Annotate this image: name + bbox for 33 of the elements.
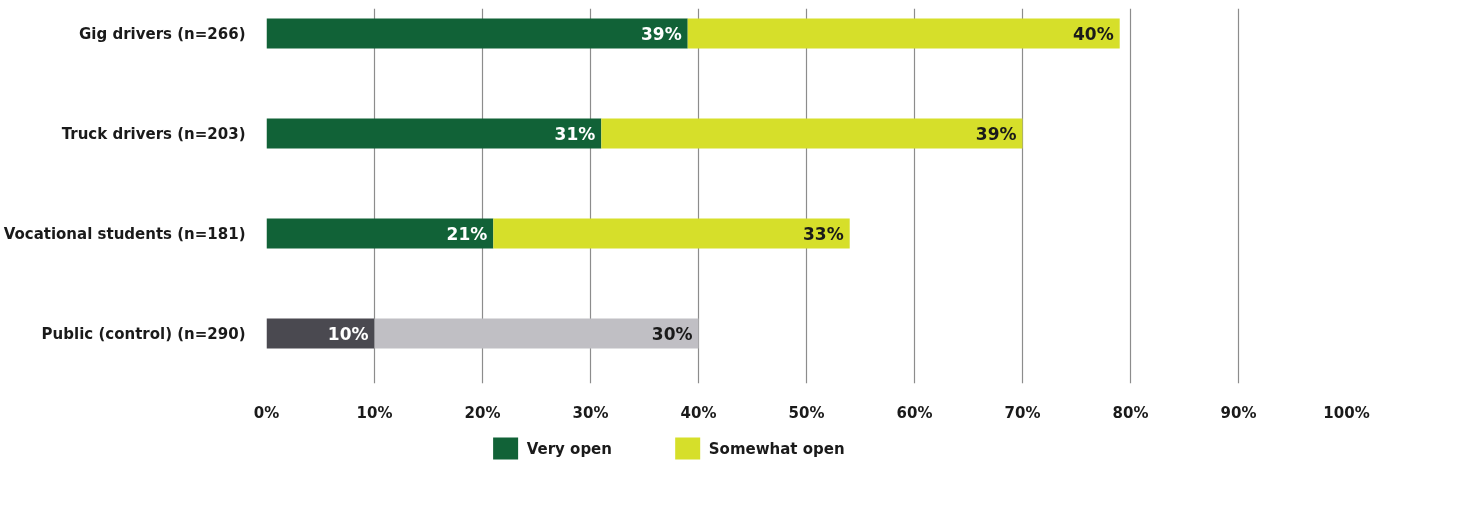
bar: [687, 18, 1120, 49]
x-tick-label: 0%: [253, 403, 280, 422]
x-tick-label: 20%: [464, 403, 501, 422]
data-label: 33%: [803, 223, 844, 244]
x-tick-label: 60%: [896, 403, 933, 422]
data-label: 39%: [641, 23, 682, 44]
y-tick-label: Truck drivers (n=203): [61, 124, 246, 143]
data-label: 31%: [554, 123, 596, 144]
y-tick-label: Vocational students (n=181): [3, 224, 246, 243]
data-label: 40%: [1073, 23, 1114, 44]
x-tick-label: 100%: [1323, 403, 1370, 422]
data-label: 10%: [327, 323, 369, 344]
data-label: 39%: [975, 123, 1017, 144]
bar: [266, 318, 375, 349]
bar: [493, 218, 850, 249]
data-label: 21%: [446, 223, 488, 244]
x-tick-label: 80%: [1112, 403, 1149, 422]
x-tick-label: 40%: [680, 403, 717, 422]
x-tick-label: 70%: [1004, 403, 1041, 422]
bar: [266, 118, 602, 149]
bar: [266, 18, 688, 49]
x-tick-label: 10%: [356, 403, 393, 422]
legend-label: Very open: [526, 439, 612, 458]
x-tick-label: 90%: [1220, 403, 1257, 422]
bar: [601, 118, 1023, 149]
data-label: 30%: [651, 323, 693, 344]
bar: [266, 218, 494, 249]
x-tick-label: 30%: [572, 403, 609, 422]
y-tick-label: Public (control) (n=290): [41, 324, 246, 343]
y-tick-label: Gig drivers (n=266): [79, 24, 246, 43]
x-tick-label: 50%: [788, 403, 825, 422]
legend-label: Somewhat open: [708, 439, 845, 458]
bar: [374, 318, 699, 349]
